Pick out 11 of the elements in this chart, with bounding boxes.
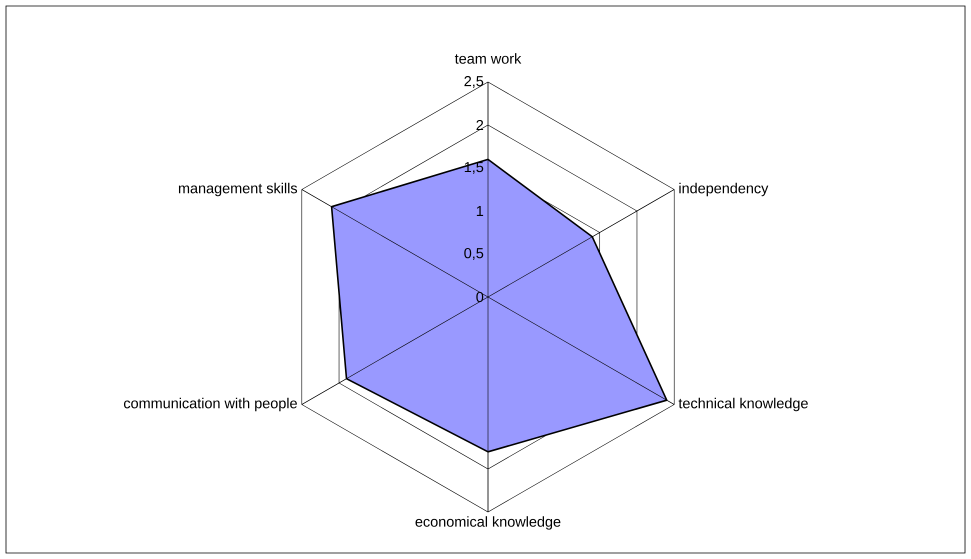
spoke-label: communication with people [124, 398, 297, 412]
spoke-label: independency [679, 182, 768, 196]
spoke-label: team work [454, 53, 522, 64]
y-tick-label: 2 [476, 120, 484, 130]
spoke-label: technical knowledge [678, 398, 808, 412]
y-tick-label: 0 [476, 292, 484, 302]
spoke-label: management skills [178, 182, 298, 196]
y-tick-label: 0,5 [464, 248, 484, 260]
y-tick-label: 2,5 [464, 76, 484, 88]
spoke-label: economical knowledge [416, 516, 560, 530]
y-tick-label: 1 [476, 206, 484, 216]
